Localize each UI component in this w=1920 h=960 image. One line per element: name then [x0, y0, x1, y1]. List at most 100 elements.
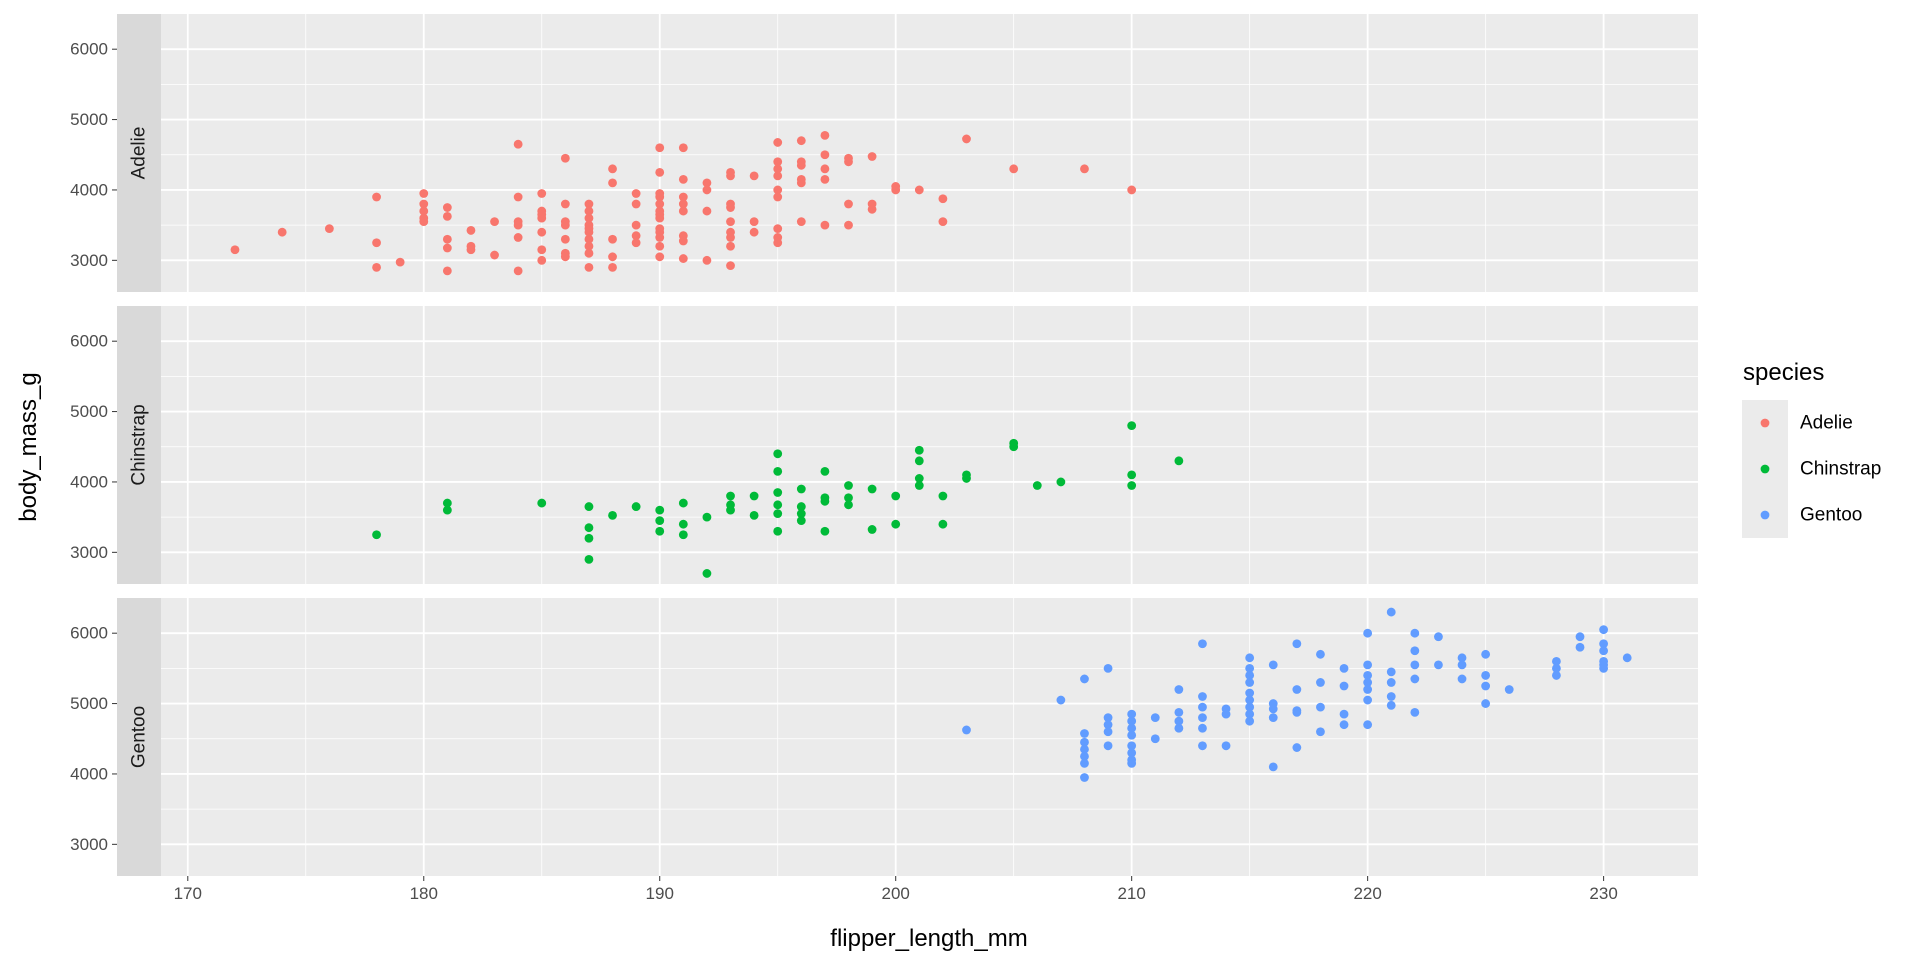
data-point	[726, 171, 735, 181]
data-point	[962, 134, 971, 144]
data-point	[749, 510, 759, 520]
data-point	[1599, 625, 1609, 635]
data-point	[1575, 632, 1585, 642]
data-point	[962, 474, 971, 483]
data-point	[773, 466, 783, 476]
data-point	[655, 526, 665, 536]
data-point	[796, 516, 806, 526]
data-point	[891, 185, 901, 195]
data-point	[1080, 773, 1089, 782]
data-point	[1127, 730, 1137, 740]
data-point	[1103, 713, 1113, 723]
data-point	[938, 519, 948, 529]
data-point	[678, 192, 688, 202]
data-point	[1316, 678, 1325, 687]
data-point	[442, 211, 452, 221]
data-point	[655, 167, 665, 177]
data-point	[1504, 685, 1514, 694]
data-point	[1198, 723, 1207, 733]
series-adelie	[230, 131, 1137, 276]
data-point	[702, 512, 712, 522]
legend-key-chinstrap	[1760, 464, 1770, 474]
data-point	[938, 491, 948, 501]
data-point	[1552, 656, 1561, 666]
data-point	[1198, 713, 1207, 723]
data-point	[631, 199, 641, 209]
data-point	[1245, 688, 1255, 698]
data-point	[230, 245, 240, 255]
data-point	[442, 498, 452, 508]
y-tick-label: 5000	[70, 402, 108, 421]
data-point	[678, 199, 688, 209]
data-point	[749, 227, 759, 237]
data-point	[655, 505, 665, 515]
data-point	[891, 519, 901, 529]
legend: species Adelie Chinstrap Gentoo	[1742, 359, 1881, 538]
data-point	[1457, 653, 1467, 663]
data-point	[372, 262, 381, 272]
data-point	[442, 234, 452, 244]
data-point	[678, 174, 688, 184]
data-point	[1599, 646, 1609, 656]
y-tick-label: 3000	[70, 543, 108, 562]
data-point	[608, 510, 617, 520]
data-point	[1386, 678, 1396, 687]
data-point	[844, 493, 853, 503]
data-point	[678, 519, 688, 529]
data-point	[1174, 707, 1184, 717]
data-point	[796, 160, 806, 170]
data-point	[938, 194, 948, 204]
y-tick-label: 5000	[70, 694, 108, 713]
data-point	[1622, 653, 1632, 663]
data-point	[277, 227, 287, 237]
panel-background	[117, 306, 1698, 584]
x-axis-title: flipper_length_mm	[830, 925, 1027, 952]
panel-background	[117, 14, 1698, 292]
data-point	[1457, 674, 1467, 684]
data-point	[1434, 632, 1443, 642]
data-point	[1363, 685, 1373, 694]
data-point	[608, 178, 617, 188]
data-point	[749, 217, 759, 227]
data-point	[867, 484, 877, 494]
data-point	[820, 131, 830, 140]
data-point	[773, 185, 783, 195]
facet-panel-gentoo: Gentoo	[117, 598, 1698, 876]
data-point	[537, 189, 547, 198]
data-point	[1009, 442, 1019, 452]
data-point	[442, 243, 452, 253]
data-point	[584, 262, 594, 272]
data-point	[1080, 164, 1089, 174]
data-point	[1056, 695, 1066, 705]
y-tick-label: 4000	[70, 180, 108, 199]
y-tick-label: 4000	[70, 472, 108, 491]
data-point	[773, 157, 783, 167]
data-point	[490, 250, 499, 260]
data-point	[820, 526, 830, 536]
data-point	[1127, 709, 1137, 719]
data-point	[537, 255, 547, 265]
data-point	[1292, 707, 1302, 717]
facet-panel-chinstrap: Chinstrap	[117, 306, 1698, 584]
data-point	[490, 217, 499, 227]
data-point	[1292, 639, 1302, 649]
data-point	[513, 220, 523, 230]
data-point	[324, 224, 334, 234]
data-point	[914, 481, 924, 490]
data-point	[537, 498, 547, 508]
data-point	[1174, 716, 1184, 726]
legend-label-adelie: Adelie	[1800, 413, 1853, 434]
data-point	[1316, 702, 1325, 712]
data-point	[1080, 744, 1089, 754]
data-point	[1363, 678, 1373, 687]
x-tick-label: 220	[1353, 884, 1381, 903]
data-point	[1481, 699, 1491, 708]
data-point	[962, 725, 971, 735]
data-point	[1316, 727, 1325, 737]
data-point	[1221, 709, 1231, 719]
data-point	[773, 526, 783, 536]
data-point	[1339, 720, 1349, 730]
data-point	[584, 227, 594, 237]
data-point	[1386, 667, 1396, 677]
